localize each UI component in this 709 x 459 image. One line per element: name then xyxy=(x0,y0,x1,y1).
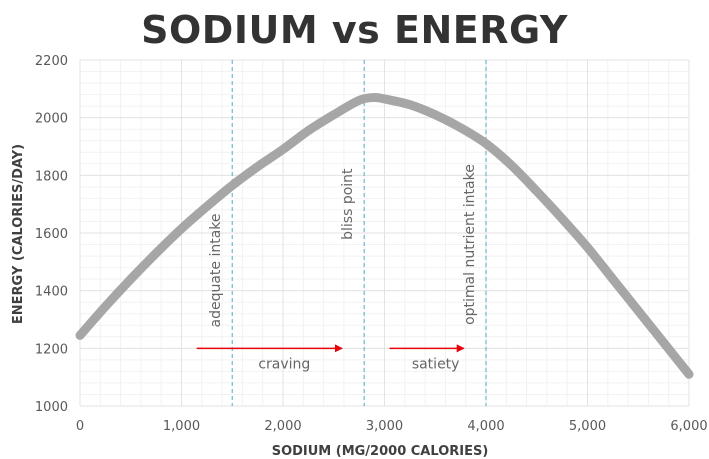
series-line xyxy=(75,92,694,379)
y-tick-label: 1200 xyxy=(35,342,68,357)
x-tick-label: 0 xyxy=(76,419,84,434)
y-tick-label: 1400 xyxy=(35,285,68,300)
x-tick-label: 2,000 xyxy=(264,419,301,434)
x-tick-label: 1,000 xyxy=(163,419,200,434)
x-tick-label: 5,000 xyxy=(569,419,606,434)
y-tick-label: 1000 xyxy=(35,400,68,415)
x-tick-label: 6,000 xyxy=(670,419,707,434)
x-axis-title: SODIUM (MG/2000 CALORIES) xyxy=(272,444,489,459)
reference-line-label: adequate intake xyxy=(208,213,224,327)
reference-line-label: optimal nutrient intake xyxy=(462,164,478,325)
arrow-label: craving xyxy=(258,356,310,372)
x-tick-label: 3,000 xyxy=(366,419,403,434)
y-tick-label: 2000 xyxy=(35,112,68,127)
chart-title: SODIUM vs ENERGY xyxy=(141,8,568,52)
arrow-label: satiety xyxy=(412,356,460,372)
x-tick-label: 4,000 xyxy=(467,419,504,434)
y-tick-label: 1800 xyxy=(35,169,68,184)
reference-line-label: bliss point xyxy=(340,168,356,240)
y-tick-label: 1600 xyxy=(35,227,68,242)
y-axis-title: ENERGY (CALORIES/DAY) xyxy=(11,144,26,324)
y-tick-label: 2200 xyxy=(35,54,68,69)
